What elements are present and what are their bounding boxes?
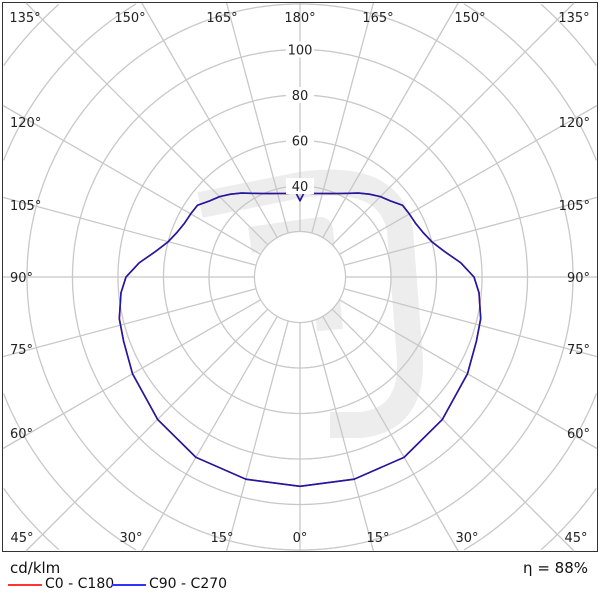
radial-grid-line — [2, 288, 257, 358]
angle-label: 0° — [293, 531, 308, 546]
angle-label: 45° — [564, 531, 587, 546]
inner-disc — [255, 232, 345, 322]
angle-label: 45° — [10, 531, 33, 546]
legend-swatch-c90 — [112, 584, 146, 586]
radial-grid-line — [343, 196, 598, 266]
circle-grid-line — [253, 230, 347, 324]
radial-grid-line — [225, 2, 289, 234]
angle-label: 120° — [10, 116, 41, 131]
radial-grid-line — [2, 299, 261, 450]
radial-grid-line — [25, 308, 269, 552]
angle-label: 90° — [567, 271, 590, 286]
angle-label: 135° — [558, 11, 589, 26]
radial-grid-line — [343, 288, 598, 358]
angle-label: 180° — [284, 11, 315, 26]
unit-label: cd/klm — [10, 559, 61, 577]
angle-label: 75° — [10, 343, 33, 358]
angle-label: 165° — [206, 11, 237, 26]
legend-swatch-c0 — [8, 584, 42, 586]
angle-label: 165° — [362, 11, 393, 26]
angle-label: 15° — [366, 531, 389, 546]
radial-tick-bg — [286, 178, 314, 194]
radial-tick-label: 60 — [292, 135, 309, 150]
radial-tick-label: 40 — [292, 180, 309, 195]
angle-label: 105° — [10, 199, 41, 214]
circle-grid-line — [3, 3, 597, 551]
radial-grid-line — [331, 308, 575, 552]
radial-tick-bg — [286, 87, 314, 103]
angle-label: 60° — [10, 427, 33, 442]
radial-grid-line — [339, 104, 598, 255]
series-curve-c90-c270 — [118, 191, 482, 488]
radial-grid-line — [225, 320, 289, 552]
radial-tick-label: 100 — [288, 44, 313, 59]
radial-grid-line — [339, 299, 598, 450]
angle-labels: 135° 150° 165° 180° 165° 150° 135° 45° 30° 15° 0° 1… — [9, 11, 590, 546]
radial-grid-line — [25, 2, 269, 246]
radial-grid-line — [2, 104, 261, 255]
radial-grid-line — [2, 196, 257, 266]
polar-grid — [2, 2, 598, 552]
radial-grid-line — [331, 2, 575, 246]
angle-label: 30° — [119, 531, 142, 546]
radial-grid-line — [311, 320, 375, 552]
circle-grid-line — [3, 3, 597, 551]
angle-label: 15° — [210, 531, 233, 546]
radial-tick-bg — [286, 132, 314, 149]
efficiency-label: η = 88% — [523, 559, 588, 577]
circle-grid-line — [26, 3, 574, 551]
radial-grid-line — [311, 2, 375, 234]
radial-tick-label: 80 — [292, 89, 309, 104]
angle-label: 105° — [559, 199, 590, 214]
legend-label-c90: C90 - C270 — [149, 576, 228, 592]
angle-label: 30° — [455, 531, 478, 546]
angle-label: 90° — [10, 271, 33, 286]
angle-label: 135° — [9, 11, 40, 26]
radial-tick-labels: 40 60 80 100 — [286, 41, 314, 195]
angle-label: 75° — [567, 343, 590, 358]
radial-tick-bg — [286, 41, 314, 58]
legend-label-c0: C0 - C180 — [45, 576, 115, 592]
angle-label: 150° — [114, 11, 145, 26]
angle-label: 150° — [454, 11, 485, 26]
curves — [118, 191, 482, 488]
angle-label: 120° — [559, 116, 590, 131]
angle-label: 60° — [567, 427, 590, 442]
